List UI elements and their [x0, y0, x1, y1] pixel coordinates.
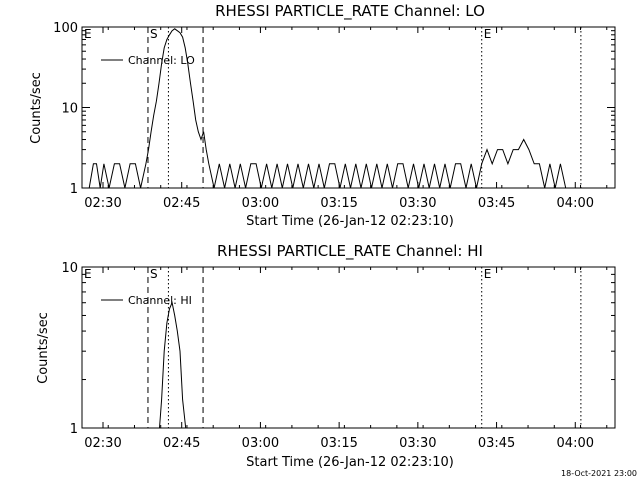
x-tick-label: 03:45	[478, 436, 515, 451]
y-tick-label: 10	[61, 261, 78, 276]
marker-label: S	[150, 267, 158, 281]
timestamp: 18-Oct-2021 23:00	[561, 469, 637, 478]
x-tick-label: 03:00	[242, 436, 279, 451]
marker-label: E	[84, 27, 92, 41]
plot-frame	[81, 266, 616, 429]
x-tick-label: 04:00	[557, 436, 594, 451]
x-tick-label: 03:45	[478, 196, 515, 211]
legend-label: Channel: LO	[128, 54, 195, 67]
y-axis-label: Counts/sec	[36, 312, 51, 384]
x-tick-label: 02:30	[84, 196, 121, 211]
series-line	[83, 28, 577, 189]
x-tick-label: 02:45	[163, 436, 200, 451]
chart-title: RHESSI PARTICLE_RATE Channel: HI	[217, 242, 483, 261]
x-tick-label: 03:15	[320, 196, 357, 211]
chart-panel-hi: RHESSI PARTICLE_RATE Channel: HI Start T…	[36, 242, 616, 470]
marker-label: E	[484, 27, 492, 41]
y-axis-label: Counts/sec	[29, 72, 44, 144]
marker-label: E	[84, 267, 92, 281]
y-tick-label: 10	[61, 102, 78, 117]
x-tick-label: 03:30	[399, 436, 436, 451]
y-tick-label: 100	[53, 21, 78, 36]
marker-label: S	[150, 27, 158, 41]
x-tick-label: 03:30	[399, 196, 436, 211]
x-tick-label: 02:30	[84, 436, 121, 451]
marker-label: E	[484, 267, 492, 281]
x-tick-label: 02:45	[163, 196, 200, 211]
series-line	[159, 301, 187, 429]
chart-title: RHESSI PARTICLE_RATE Channel: LO	[215, 2, 485, 21]
y-tick-label: 1	[70, 182, 78, 197]
chart-panel-lo: RHESSI PARTICLE_RATE Channel: LO Start T…	[29, 2, 616, 229]
legend-label: Channel: HI	[128, 294, 192, 307]
x-axis-label: Start Time (26-Jan-12 02:23:10)	[246, 455, 454, 470]
y-tick-label: 1	[70, 422, 78, 437]
x-tick-label: 03:00	[242, 196, 279, 211]
x-axis-label: Start Time (26-Jan-12 02:23:10)	[246, 214, 454, 229]
x-tick-label: 03:15	[320, 436, 357, 451]
x-tick-label: 04:00	[557, 196, 594, 211]
